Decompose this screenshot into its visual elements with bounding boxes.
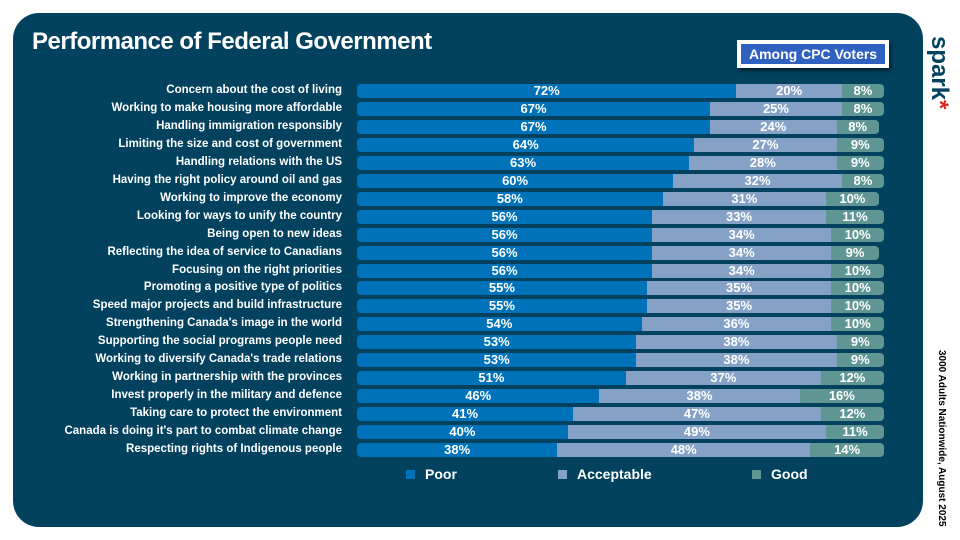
bar-segment-poor: 67% bbox=[357, 101, 711, 116]
bar-segment-poor: 56% bbox=[357, 227, 653, 242]
legend-swatch bbox=[406, 470, 415, 479]
bar-segment-good: 8% bbox=[841, 101, 884, 116]
bar-segment-poor: 55% bbox=[357, 299, 647, 314]
category-label: Working to make housing more affordable bbox=[111, 101, 342, 114]
spark-logo: spark* bbox=[926, 36, 953, 110]
bar-segment-acceptable: 25% bbox=[710, 101, 842, 116]
sample-note: 3000 Adults Nationwide, August 2025 bbox=[936, 350, 947, 527]
bar-segment-poor: 60% bbox=[357, 173, 674, 188]
legend-label: Poor bbox=[425, 466, 457, 482]
legend-item-acceptable: Acceptable bbox=[558, 466, 652, 482]
bar-segment-acceptable: 28% bbox=[689, 155, 837, 170]
bar-segment-poor: 46% bbox=[357, 389, 600, 404]
category-label: Having the right policy around oil and g… bbox=[112, 173, 342, 186]
bar-segment-poor: 64% bbox=[357, 137, 695, 152]
category-label: Respecting rights of Indigenous people bbox=[126, 443, 342, 455]
bar-segment-good: 9% bbox=[836, 353, 884, 368]
bar-segment-poor: 41% bbox=[357, 407, 574, 422]
bar-segment-poor: 38% bbox=[357, 443, 558, 457]
bar-segment-poor: 56% bbox=[357, 263, 653, 278]
bar-segment-good: 16% bbox=[799, 389, 884, 404]
category-label: Looking for ways to unify the country bbox=[136, 209, 342, 222]
bar-segment-acceptable: 35% bbox=[646, 281, 832, 296]
bar-segment-poor: 55% bbox=[357, 281, 647, 296]
legend-item-poor: Poor bbox=[406, 466, 457, 482]
bar-segment-acceptable: 27% bbox=[694, 137, 837, 152]
bar-segment-good: 8% bbox=[841, 173, 884, 188]
bar-segment-acceptable: 47% bbox=[573, 407, 821, 422]
bar-segment-good: 10% bbox=[831, 227, 884, 242]
bar-segment-acceptable: 38% bbox=[599, 389, 800, 404]
category-label: Limiting the size and cost of government bbox=[118, 137, 342, 150]
bar-segment-good: 14% bbox=[810, 443, 884, 457]
bar-segment-good: 10% bbox=[831, 299, 884, 314]
bar-segment-acceptable: 49% bbox=[567, 425, 827, 440]
category-label: Canada is doing it's part to combat clim… bbox=[64, 425, 342, 438]
category-label: Handling relations with the US bbox=[175, 155, 342, 168]
bar-segment-poor: 67% bbox=[357, 119, 711, 134]
bar-segment-acceptable: 48% bbox=[557, 443, 811, 457]
bar-segment-good: 10% bbox=[831, 317, 884, 332]
bar-segment-good: 12% bbox=[820, 407, 884, 422]
bar-segment-acceptable: 35% bbox=[646, 299, 832, 314]
bar-segment-good: 10% bbox=[826, 191, 879, 206]
bar-segment-poor: 63% bbox=[357, 155, 689, 170]
bar-segment-poor: 40% bbox=[357, 425, 568, 440]
legend-swatch bbox=[752, 470, 761, 479]
bar-segment-good: 9% bbox=[831, 245, 879, 260]
category-label: Speed major projects and build infrastru… bbox=[92, 299, 342, 312]
bar-segment-acceptable: 37% bbox=[625, 371, 821, 386]
bar-segment-acceptable: 33% bbox=[652, 209, 827, 224]
audience-badge-label: Among CPC Voters bbox=[741, 44, 886, 64]
category-label: Promoting a positive type of politics bbox=[143, 281, 342, 294]
category-label: Taking care to protect the environment bbox=[130, 407, 342, 420]
bar-segment-acceptable: 34% bbox=[652, 227, 832, 242]
bar-segment-poor: 72% bbox=[357, 84, 737, 98]
bar-segment-poor: 53% bbox=[357, 335, 637, 350]
bar-segment-poor: 51% bbox=[357, 371, 626, 386]
category-label: Working to diversify Canada's trade rela… bbox=[95, 353, 342, 366]
bar-segment-acceptable: 36% bbox=[641, 317, 832, 332]
bar-segment-good: 10% bbox=[831, 281, 884, 296]
audience-badge: Among CPC Voters bbox=[737, 40, 890, 68]
bar-segment-good: 8% bbox=[836, 119, 879, 134]
category-label: Working in partnership with the province… bbox=[112, 371, 342, 384]
bar-segment-acceptable: 34% bbox=[652, 245, 832, 260]
bar-segment-acceptable: 34% bbox=[652, 263, 832, 278]
legend-item-good: Good bbox=[752, 466, 808, 482]
bar-segment-good: 12% bbox=[820, 371, 884, 386]
category-label: Invest properly in the military and defe… bbox=[111, 389, 342, 402]
bar-segment-good: 9% bbox=[836, 335, 884, 350]
bar-segment-acceptable: 24% bbox=[710, 119, 837, 134]
bar-segment-good: 8% bbox=[841, 84, 884, 98]
category-label: Working to improve the economy bbox=[160, 191, 342, 204]
bar-segment-acceptable: 38% bbox=[636, 335, 837, 350]
category-label: Reflecting the idea of service to Canadi… bbox=[107, 245, 342, 258]
bar-segment-poor: 54% bbox=[357, 317, 642, 332]
category-label: Handling immigration responsibly bbox=[156, 119, 342, 132]
bar-segment-good: 10% bbox=[831, 263, 884, 278]
bar-segment-poor: 56% bbox=[357, 245, 653, 260]
bar-segment-acceptable: 38% bbox=[636, 353, 837, 368]
chart-title: Performance of Federal Government bbox=[32, 28, 432, 55]
bar-segment-acceptable: 20% bbox=[736, 84, 842, 98]
bar-segment-poor: 56% bbox=[357, 209, 653, 224]
category-label: Being open to new ideas bbox=[207, 227, 342, 240]
bar-segment-acceptable: 31% bbox=[662, 191, 827, 206]
category-label: Focusing on the right priorities bbox=[172, 263, 342, 276]
category-label: Strengthening Canada's image in the worl… bbox=[106, 317, 342, 330]
bar-segment-poor: 58% bbox=[357, 191, 663, 206]
bar-segment-good: 9% bbox=[836, 155, 884, 170]
bar-segment-good: 11% bbox=[826, 425, 884, 440]
legend-label: Good bbox=[771, 466, 808, 482]
category-label: Supporting the social programs people ne… bbox=[97, 335, 342, 348]
category-label: Concern about the cost of living bbox=[166, 84, 342, 96]
legend-label: Acceptable bbox=[577, 466, 652, 482]
bar-segment-acceptable: 32% bbox=[673, 173, 842, 188]
bar-segment-good: 11% bbox=[826, 209, 884, 224]
bar-segment-poor: 53% bbox=[357, 353, 637, 368]
legend-swatch bbox=[558, 470, 567, 479]
bar-segment-good: 9% bbox=[836, 137, 884, 152]
